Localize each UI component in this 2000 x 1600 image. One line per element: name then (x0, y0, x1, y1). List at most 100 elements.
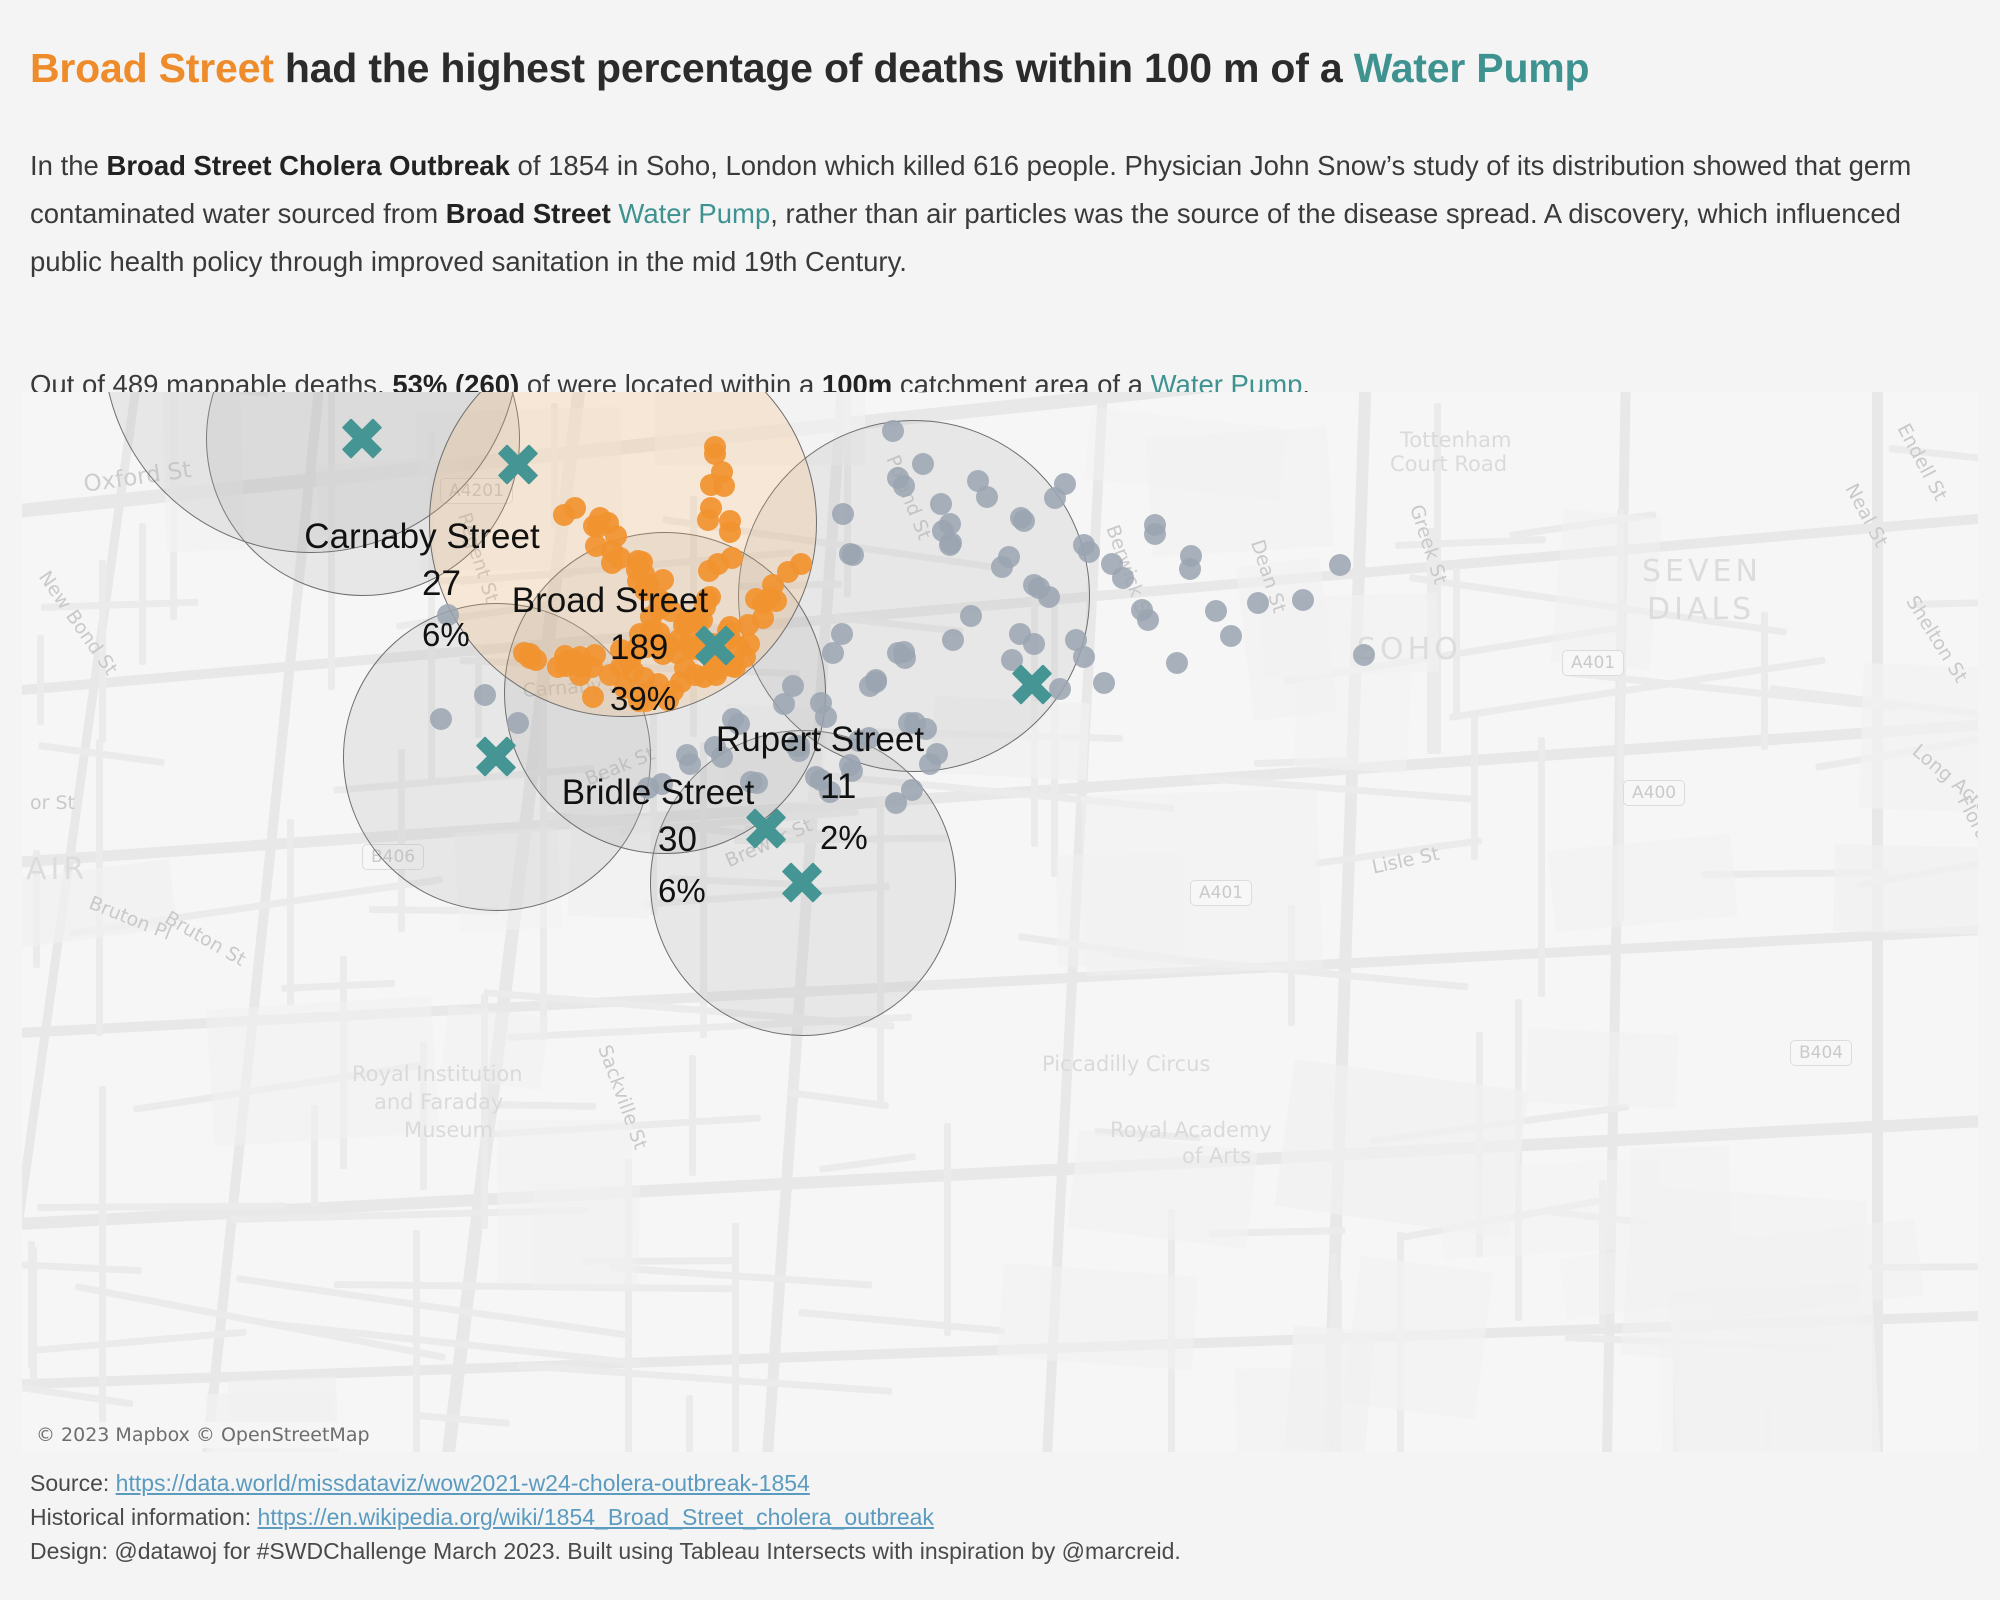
death-dot-119 (892, 474, 915, 497)
death-dot-207 (1328, 553, 1351, 576)
title-middle: had the highest percentage of deaths wit… (273, 45, 1354, 92)
map-street-label-8: Neal St (1840, 480, 1893, 551)
map-road-minor-89 (99, 560, 106, 743)
map-road-minor-100 (732, 1223, 739, 1452)
map-road-minor-112 (1538, 737, 1545, 997)
map-block-25 (497, 1119, 633, 1284)
map-area-label-5: AIR (26, 852, 89, 887)
death-dot-177 (727, 712, 750, 735)
death-dot-170 (815, 706, 838, 729)
map-canvas: Oxford St New Bond St Regent St Poland St Be… (22, 392, 1978, 1452)
footer-historical-label: Historical information: (30, 1504, 258, 1530)
map-road-shield-3: A401 (1190, 880, 1253, 906)
death-dot-51 (625, 559, 648, 582)
intro-bold-broad-street: Broad Street (445, 197, 611, 229)
map-area-label-4: DIALS (1647, 592, 1756, 627)
intro-seg-1: In the (30, 149, 107, 181)
death-dot-202 (473, 683, 496, 706)
map-road-minor-105 (1471, 715, 1478, 860)
death-dot-191 (901, 778, 924, 801)
death-dot-181 (678, 753, 701, 776)
pump-marker-unlabelled-0[interactable] (474, 734, 518, 778)
death-dot-168 (857, 727, 880, 750)
map-area-label-7: Royal Institution (352, 1062, 523, 1086)
death-dot-148 (1137, 608, 1160, 631)
map-block-14 (1235, 1366, 1332, 1452)
death-dot-116 (832, 502, 855, 525)
death-dot-185 (740, 771, 763, 794)
death-dot-142 (1112, 567, 1135, 590)
death-dot-54 (608, 546, 631, 569)
death-dot-153 (959, 605, 982, 628)
death-dot-203 (507, 712, 530, 735)
map-block-39 (1274, 1059, 1529, 1239)
death-dot-60 (582, 515, 605, 538)
death-dot-179 (704, 735, 727, 758)
death-dot-152 (1008, 622, 1031, 645)
map-road-minor-12 (37, 635, 44, 725)
map-road-minor-11 (99, 1086, 106, 1432)
page-title: Broad Street had the highest percentage … (30, 45, 1970, 92)
pump-marker-unlabelled-1[interactable] (340, 416, 384, 460)
death-dot-135 (997, 545, 1020, 568)
death-dot-133 (939, 533, 961, 556)
map-road-minor-76 (281, 979, 396, 992)
pump-marker-broad-street[interactable] (693, 623, 737, 667)
death-dot-140 (1072, 533, 1095, 556)
map-road-shield-2: A400 (1623, 780, 1686, 806)
death-dot-103 (609, 638, 632, 661)
pump-marker-unlabelled-2[interactable] (780, 860, 824, 904)
death-dot-149 (1064, 628, 1087, 651)
death-dot-158 (831, 623, 854, 646)
death-dot-43 (654, 591, 677, 614)
death-dot-144 (1143, 513, 1166, 536)
title-highlight-water-pump: Water Pump (1353, 45, 1590, 92)
map-road-minor-55 (819, 1152, 917, 1173)
death-dot-200 (1352, 644, 1375, 667)
footer-source-link[interactable]: https://data.world/missdataviz/wow2021-w… (115, 1470, 810, 1496)
map-road-minor-41 (416, 1412, 510, 1427)
cluster-name-rupert-street: Rupert Street (715, 720, 925, 759)
death-dot-138 (1038, 585, 1061, 608)
death-dot-127 (1043, 486, 1066, 509)
title-highlight-broad-street: Broad Street (30, 45, 274, 92)
death-dot-78 (703, 435, 726, 458)
death-dot-183 (651, 772, 674, 795)
cholera-map[interactable]: Oxford St New Bond St Regent St Poland St Be… (22, 392, 1978, 1452)
death-dot-76 (711, 461, 734, 484)
footer-historical-row: Historical information: https://en.wikip… (30, 1502, 1970, 1532)
cluster-name-broad-street: Broad Street (511, 581, 709, 620)
death-dot-69 (721, 547, 744, 570)
death-dot-56 (584, 534, 607, 557)
map-area-label-9: Museum (404, 1118, 494, 1142)
map-road-minor-13 (1761, 612, 1768, 750)
death-dot-113 (622, 659, 645, 682)
death-dot-66 (699, 585, 722, 608)
map-street-label-11: Flora (1952, 792, 1978, 845)
map-block-28 (1293, 666, 1412, 774)
map-street-label-16: or St (30, 792, 75, 814)
pump-marker-carnaby-street[interactable] (496, 442, 540, 486)
death-dot-130 (911, 453, 934, 476)
death-dot-150 (1073, 645, 1096, 668)
map-road-minor-28 (311, 1105, 318, 1207)
cluster-name-carnaby-street: Carnaby Street (304, 517, 540, 556)
map-road-minor-22 (788, 1089, 890, 1110)
map-road-shield-1: A401 (1562, 650, 1625, 676)
footer-historical-link[interactable]: https://en.wikipedia.org/wiki/1854_Broad… (257, 1504, 934, 1530)
stat-seg-7: . (1302, 368, 1311, 400)
intro-seg-6: , rather than air particles was the sour… (30, 197, 1901, 277)
death-dot-125 (1012, 510, 1035, 533)
death-dot-108 (570, 655, 593, 678)
map-road-minor-91 (428, 432, 435, 780)
map-area-label-0: Tottenham (1400, 428, 1512, 452)
map-road-minor-119 (481, 994, 488, 1229)
death-dot-204 (1000, 648, 1023, 671)
map-street-label-7: Endell St (1892, 420, 1952, 505)
cluster-name-bridle-street: Bridle Street (561, 773, 755, 812)
death-dot-115 (627, 689, 650, 712)
death-dot-159 (822, 641, 845, 664)
pump-marker-rupert-street[interactable] (1010, 662, 1054, 706)
death-dot-173 (785, 734, 808, 757)
